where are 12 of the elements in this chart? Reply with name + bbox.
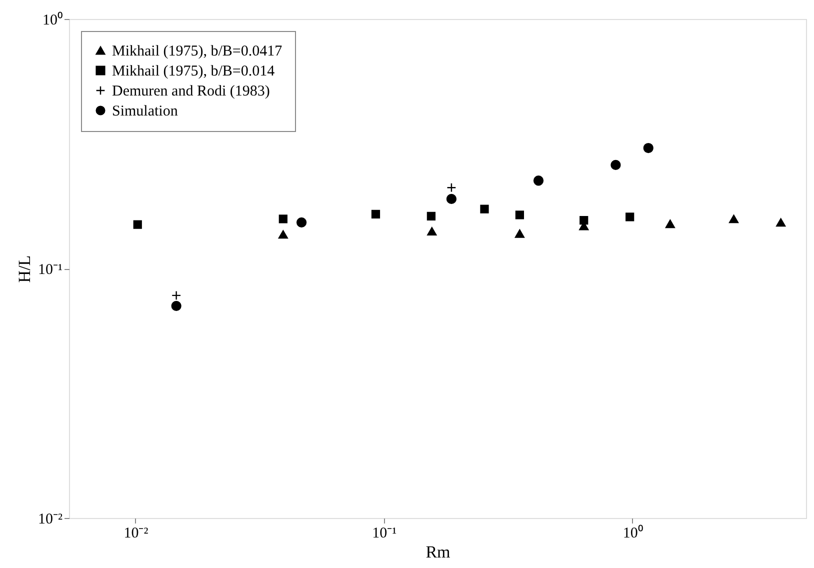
x-tick-label: 10⁻²: [124, 526, 149, 542]
legend-label: Demuren and Rodi (1983): [112, 84, 270, 100]
y-tick-label: 10⁰: [42, 12, 62, 28]
x-axis-title: Rm: [426, 542, 450, 562]
y-tick-label: 10⁻¹: [38, 262, 62, 278]
y-axis-title: H/L: [15, 255, 34, 283]
y-tick-label: 10⁻²: [38, 512, 63, 528]
legend-label: Mikhail (1975), b/B=0.014: [112, 64, 276, 80]
x-tick-label: 10⁰: [622, 524, 643, 542]
legend-label: Simulation: [112, 104, 178, 120]
legend-label: Mikhail (1975), b/B=0.0417: [112, 44, 283, 60]
x-tick-label: 10⁻¹: [372, 526, 397, 542]
